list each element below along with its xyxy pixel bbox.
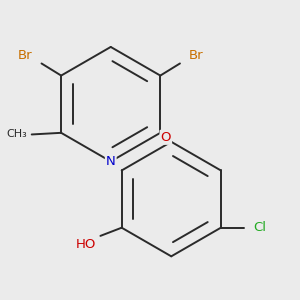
- Text: Br: Br: [18, 50, 32, 62]
- Text: O: O: [160, 131, 171, 144]
- Text: N: N: [106, 155, 116, 168]
- Text: CH₃: CH₃: [7, 130, 27, 140]
- Text: HO: HO: [76, 238, 96, 250]
- Text: Br: Br: [189, 50, 204, 62]
- Text: Cl: Cl: [254, 221, 267, 234]
